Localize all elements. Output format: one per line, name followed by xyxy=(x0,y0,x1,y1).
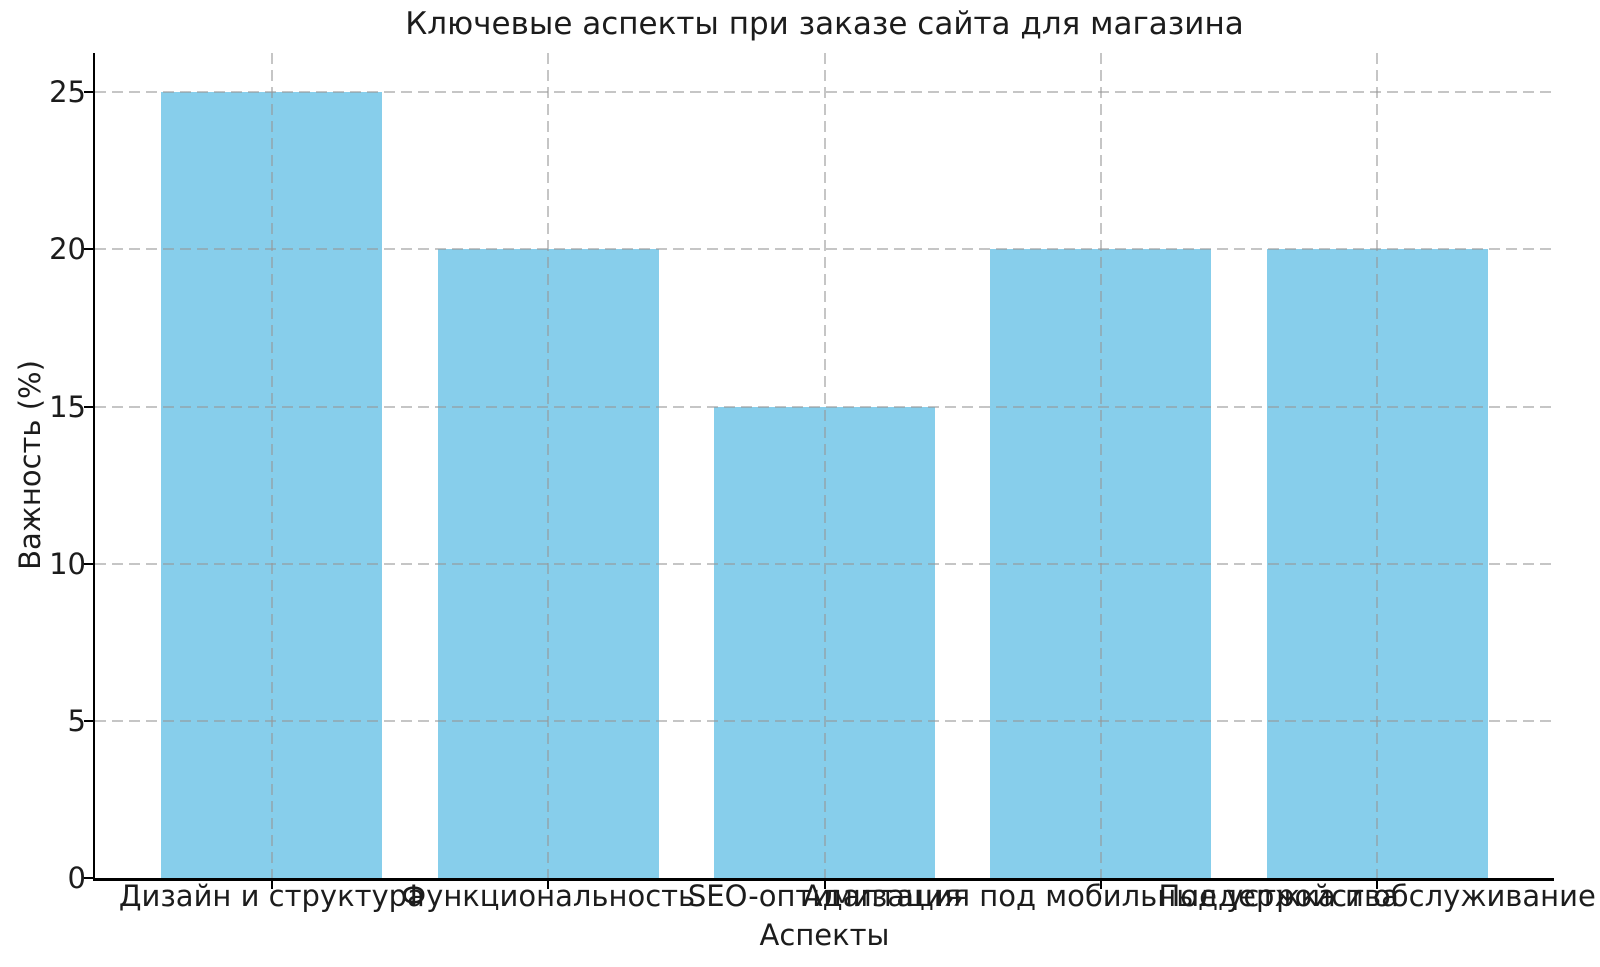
x-tick-mark xyxy=(1376,880,1379,889)
x-axis-spine xyxy=(92,878,1554,881)
y-tick-mark xyxy=(83,248,93,251)
chart-title: Ключевые аспекты при заказе сайта для ма… xyxy=(405,6,1244,42)
gridline-vertical xyxy=(547,53,550,878)
x-axis-label: Аспекты xyxy=(759,918,890,952)
gridline-vertical xyxy=(270,53,273,878)
x-tick-label: Поддержка и обслуживание xyxy=(1158,879,1596,913)
gridline-vertical xyxy=(823,53,826,878)
x-tick-label: Функциональность xyxy=(401,879,696,913)
gridline-vertical xyxy=(1376,53,1379,878)
x-tick-mark xyxy=(823,880,826,889)
y-tick-label: 20 xyxy=(49,232,86,267)
y-axis-label: Важность (%) xyxy=(13,360,47,570)
x-tick-label: Адаптация под мобильные устройства xyxy=(802,879,1399,913)
y-tick-label: 25 xyxy=(49,75,86,110)
x-tick-mark xyxy=(270,880,273,889)
x-tick-label: Дизайн и структура xyxy=(118,879,425,913)
gridline-vertical xyxy=(1099,53,1102,878)
y-tick-mark xyxy=(83,719,93,722)
y-tick-mark xyxy=(83,877,93,879)
x-tick-mark xyxy=(547,880,550,889)
y-tick-mark xyxy=(83,91,93,94)
plot-area: 0 5 10 15 20 25 Дизайн и структура Функциональн… xyxy=(49,53,1596,913)
y-tick-mark xyxy=(83,562,93,565)
y-tick-label: 5 xyxy=(67,703,86,738)
x-tick-label: SEO-оптимизация xyxy=(687,879,962,913)
y-tick-label: 10 xyxy=(49,546,86,581)
y-tick-mark xyxy=(83,405,93,408)
y-axis-spine xyxy=(92,53,95,881)
x-tick-mark xyxy=(1099,880,1102,889)
y-tick-label: 0 xyxy=(67,861,86,895)
y-tick-label: 15 xyxy=(49,389,86,424)
